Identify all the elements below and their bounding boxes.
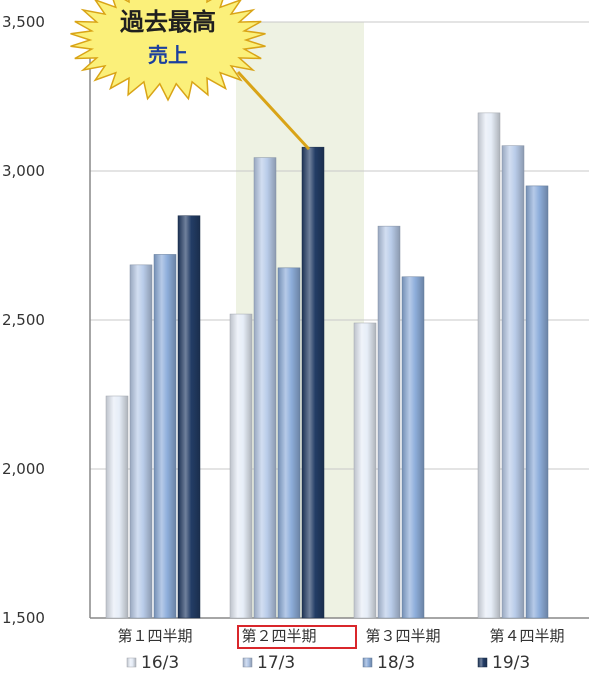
bar [401, 276, 425, 619]
y-tick-labels: 1,500 2,000 2,500 3,000 3,500 [2, 13, 45, 627]
bar [105, 395, 129, 619]
legend-label: 19/3 [492, 653, 530, 673]
bar [353, 322, 377, 619]
callout-line1: 過去最高 [120, 8, 216, 36]
bar [277, 267, 301, 619]
bar [153, 254, 177, 619]
bar [525, 185, 549, 619]
callout-pointer [236, 70, 311, 151]
bar [377, 225, 401, 619]
legend-swatch [242, 657, 253, 668]
category-label: 第１四半期 [117, 627, 192, 645]
callout-line2: 売上 [148, 43, 188, 67]
category-label: 第４四半期 [489, 627, 564, 645]
bars [105, 112, 549, 619]
y-tick-label: 2,000 [2, 460, 45, 478]
category-label: 第３四半期 [365, 627, 440, 645]
legend-swatch [126, 657, 137, 668]
bar [477, 112, 501, 619]
bar [301, 146, 325, 619]
legend: 16/3 17/3 18/3 19/3 [126, 653, 530, 673]
category-highlight-box [237, 625, 357, 649]
y-tick-label: 3,500 [2, 13, 45, 31]
bar [229, 313, 253, 619]
legend-label: 16/3 [141, 653, 179, 673]
legend-label: 18/3 [377, 653, 415, 673]
bar [129, 264, 153, 619]
bar [501, 145, 525, 619]
y-tick-label: 2,500 [2, 311, 45, 329]
legend-swatch [362, 657, 373, 668]
starburst-badge [70, 0, 266, 102]
bar [177, 215, 201, 619]
legend-label: 17/3 [257, 653, 295, 673]
category-label: 第２四半期 [241, 627, 316, 645]
y-tick-label: 3,000 [2, 162, 45, 180]
legend-swatch [477, 657, 488, 668]
bar [253, 157, 277, 619]
y-tick-label: 1,500 [2, 609, 45, 627]
record-sales-callout: 過去最高 売上 [70, 0, 311, 151]
category-labels: 第１四半期 第２四半期 第３四半期 第４四半期 [117, 627, 564, 645]
